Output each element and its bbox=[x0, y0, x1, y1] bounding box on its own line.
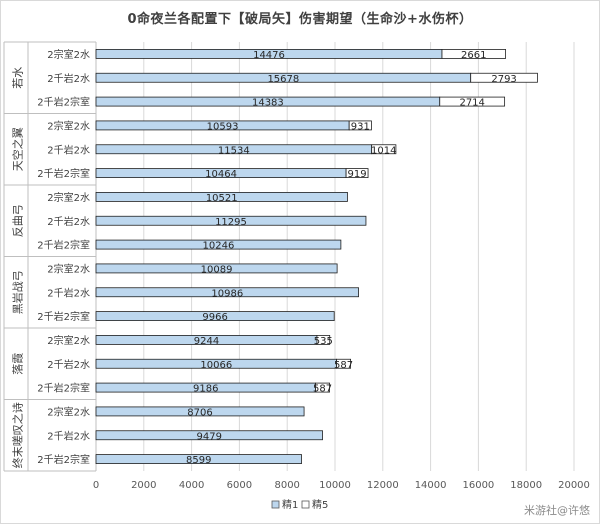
data-label-jing1: 14476 bbox=[253, 50, 285, 61]
data-label-jing5: 2793 bbox=[491, 74, 516, 85]
bar-jing5 bbox=[439, 96, 506, 107]
category-label: 2宗室2水 bbox=[47, 48, 90, 61]
category-label: 2宗室2水 bbox=[47, 191, 90, 204]
data-label-jing1: 8599 bbox=[186, 455, 211, 466]
data-label-jing5: 919 bbox=[348, 169, 367, 180]
bar-jing5 bbox=[470, 72, 538, 83]
legend-swatch bbox=[301, 500, 310, 509]
group-label: 落霞 bbox=[12, 353, 25, 375]
x-tick-label: 16000 bbox=[462, 480, 494, 491]
data-label-jing5: 931 bbox=[351, 121, 370, 132]
data-label-jing1: 8706 bbox=[187, 407, 212, 418]
x-tick-label: 20000 bbox=[558, 480, 590, 491]
data-label-jing1: 15678 bbox=[267, 74, 299, 85]
bar-jing1 bbox=[95, 287, 359, 298]
x-tick-label: 6000 bbox=[227, 480, 252, 491]
legend-label: 精1 bbox=[282, 498, 298, 511]
data-label-jing1: 11534 bbox=[218, 145, 250, 156]
x-tick-label: 10000 bbox=[319, 480, 351, 491]
bar-jing1 bbox=[95, 263, 338, 274]
group-label: 终末嗟叹之诗 bbox=[11, 402, 25, 468]
category-label: 2千岩2宗室 bbox=[37, 239, 90, 252]
bar-jing5 bbox=[336, 358, 352, 369]
bar-jing5 bbox=[348, 120, 372, 131]
data-label-jing1: 10089 bbox=[201, 264, 233, 275]
bar-jing1 bbox=[95, 406, 305, 417]
bar-jing5 bbox=[315, 382, 330, 393]
bar-jing1 bbox=[95, 239, 342, 250]
category-label: 2宗室2水 bbox=[47, 262, 90, 275]
data-label-jing5: 1014 bbox=[371, 145, 396, 156]
bar-jing1 bbox=[95, 430, 323, 441]
data-label-jing1: 10986 bbox=[211, 288, 243, 299]
data-label-jing1: 10593 bbox=[207, 121, 239, 132]
category-label: 2千岩2水 bbox=[47, 358, 90, 371]
data-label-jing1: 10521 bbox=[206, 193, 238, 204]
data-label-jing1: 9186 bbox=[193, 384, 218, 395]
x-tick-label: 8000 bbox=[274, 480, 299, 491]
category-label: 2千岩2水 bbox=[47, 143, 90, 156]
x-tick-label: 12000 bbox=[367, 480, 399, 491]
x-tick-label: 14000 bbox=[415, 480, 447, 491]
x-tick-label: 18000 bbox=[510, 480, 542, 491]
legend-swatch bbox=[271, 500, 280, 509]
category-label: 2千岩2宗室 bbox=[37, 310, 90, 323]
legend-label: 精5 bbox=[312, 498, 328, 511]
group-label: 若水 bbox=[12, 67, 25, 89]
category-label: 2宗室2水 bbox=[47, 405, 90, 418]
data-label-jing1: 9244 bbox=[194, 336, 219, 347]
bar-jing1 bbox=[95, 311, 335, 321]
data-label-jing1: 10464 bbox=[205, 169, 237, 180]
category-label: 2千岩2水 bbox=[47, 215, 90, 228]
category-label: 2千岩2宗室 bbox=[37, 453, 90, 466]
category-label: 2千岩2水 bbox=[47, 429, 90, 442]
data-label-jing1: 9966 bbox=[202, 312, 227, 323]
watermark: 米游社@许悠 bbox=[524, 504, 590, 517]
category-label: 2千岩2水 bbox=[47, 286, 90, 299]
data-label-jing1: 10246 bbox=[203, 241, 235, 252]
category-label: 2宗室2水 bbox=[47, 119, 90, 132]
data-label-jing1: 14383 bbox=[252, 98, 284, 109]
x-tick-label: 2000 bbox=[131, 480, 156, 491]
data-label-jing5: 2661 bbox=[461, 50, 486, 61]
category-label: 2千岩2宗室 bbox=[37, 382, 90, 395]
data-label-jing1: 10066 bbox=[200, 360, 232, 371]
bar-jing5 bbox=[316, 335, 331, 345]
x-tick-label: 4000 bbox=[179, 480, 204, 491]
data-label-jing5: 535 bbox=[314, 336, 333, 347]
category-label: 2千岩2宗室 bbox=[37, 96, 90, 109]
bar-jing5 bbox=[345, 168, 369, 178]
group-label: 反曲弓 bbox=[12, 204, 25, 237]
category-label: 2千岩2水 bbox=[47, 72, 90, 85]
group-label: 天空之翼 bbox=[11, 127, 25, 171]
bar-jing1 bbox=[95, 215, 367, 226]
category-label: 2宗室2水 bbox=[47, 334, 90, 347]
bar-jing5 bbox=[371, 144, 397, 155]
bar-jing1 bbox=[95, 192, 348, 202]
data-label-jing5: 2714 bbox=[459, 98, 484, 109]
category-label: 2千岩2宗室 bbox=[37, 167, 90, 180]
data-label-jing5: 587 bbox=[313, 384, 332, 395]
bar-jing1 bbox=[95, 454, 302, 464]
bar-jing5 bbox=[441, 49, 506, 59]
group-label: 黑岩战弓 bbox=[11, 270, 25, 314]
data-label-jing5: 587 bbox=[334, 360, 353, 371]
data-label-jing1: 11295 bbox=[215, 217, 247, 228]
chart-title: 0命夜兰各配置下【破局矢】伤害期望（生命沙+水伤杯） bbox=[127, 12, 473, 27]
x-tick-label: 0 bbox=[93, 480, 99, 491]
data-label-jing1: 9479 bbox=[197, 431, 222, 442]
